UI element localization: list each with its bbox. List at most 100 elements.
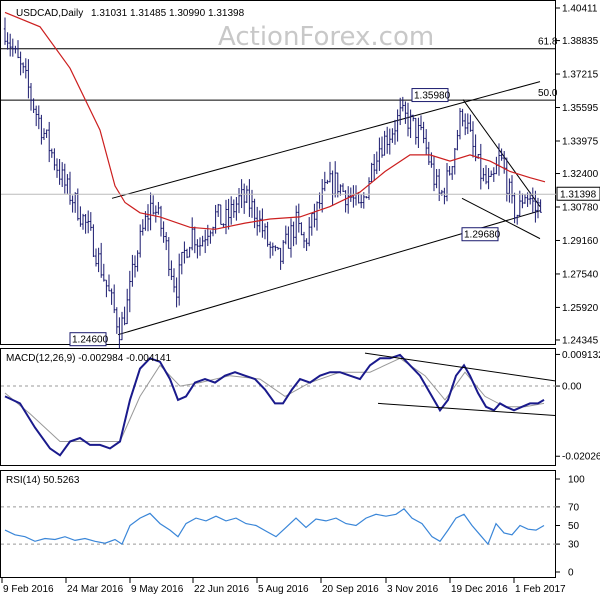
price-bar (120, 311, 124, 341)
price-bars (3, 17, 542, 349)
price-panel-frame (0, 0, 556, 345)
price-bar (159, 205, 163, 237)
price-bar (16, 40, 20, 59)
price-bar (313, 203, 316, 228)
price-annotation-label: 1.29680 (464, 230, 501, 241)
price-bar (518, 190, 521, 217)
price-bar (40, 114, 43, 145)
price-bar (334, 161, 337, 198)
rsi-y-tick-label: 30 (568, 540, 580, 551)
price-bar (531, 187, 534, 213)
price-bar (217, 203, 220, 217)
price-bar (167, 237, 170, 277)
price-bar (209, 230, 212, 244)
price-bar (326, 179, 329, 184)
price-bar (63, 163, 66, 194)
x-tick-label: 22 Jun 2016 (194, 584, 249, 595)
price-bar (453, 147, 456, 175)
price-bar (76, 188, 79, 221)
price-bar (71, 195, 74, 213)
rsi-y-tick-label: 50 (568, 521, 580, 532)
price-bar (87, 210, 90, 234)
price-bar (419, 115, 423, 131)
macd-y-axis: 0.009132 0.00 -0.020269 (556, 350, 600, 463)
price-bar (261, 208, 264, 238)
price-bar (505, 157, 508, 202)
price-bar (347, 186, 350, 214)
last-price-box (556, 186, 600, 201)
price-bar (105, 279, 108, 298)
price-bar (14, 45, 17, 54)
price-y-tick-label: 1.25920 (562, 303, 599, 314)
price-bar (162, 221, 165, 243)
price-bar (513, 192, 516, 224)
price-bar (269, 241, 272, 259)
price-annotation-box (69, 332, 107, 347)
price-bar (276, 246, 280, 250)
macd-y-tick-label: -0.020269 (562, 452, 600, 463)
price-bar (19, 51, 22, 76)
macd-title: MACD(12,26,9) -0.002984 -0.004141 (6, 353, 172, 364)
price-y-tick-label: 1.24345 (562, 335, 599, 346)
price-bar (183, 241, 186, 264)
price-bar (55, 158, 59, 178)
x-tick-label: 19 Dec 2016 (451, 584, 508, 595)
price-bar (370, 162, 373, 183)
price-bar (115, 307, 118, 334)
x-tick-label: 20 Sep 2016 (322, 584, 379, 595)
price-bar (461, 108, 464, 127)
price-bar (321, 179, 324, 213)
price-bar (35, 105, 38, 127)
price-bar (139, 224, 142, 258)
price-bar (266, 221, 269, 247)
price-bar (219, 204, 222, 225)
macd-y-tick-label: 0.00 (562, 382, 582, 393)
price-bar (27, 59, 30, 99)
ohlc-open: 1.31031 (91, 8, 128, 19)
price-bar (258, 210, 261, 233)
macd-line (4, 353, 545, 457)
price-bar (152, 195, 155, 215)
price-bar (354, 185, 358, 206)
price-bar (378, 137, 381, 171)
price-y-tick-label: 1.27540 (562, 269, 599, 280)
price-bar (323, 171, 326, 192)
price-bar (188, 246, 191, 258)
price-bar (237, 187, 241, 214)
price-bar (310, 212, 313, 236)
price-bar (235, 197, 238, 221)
price-bar (185, 248, 189, 259)
price-bar (388, 128, 391, 155)
price-bar (227, 198, 230, 230)
price-bar (263, 223, 267, 240)
rsi-title: RSI(14) 50.5263 (6, 475, 80, 486)
price-bar (510, 175, 514, 204)
x-tick-label: 9 Feb 2016 (3, 584, 54, 595)
price-bar (178, 253, 181, 306)
price-bar (386, 126, 389, 154)
ohlc-close: 1.31398 (208, 8, 245, 19)
price-bar (302, 231, 306, 249)
price-bar (536, 197, 540, 219)
macd-signal-line (4, 357, 545, 442)
price-y-tick-label: 1.35595 (562, 103, 599, 114)
price-y-axis: 1.40411 1.38835 1.37215 1.35595 1.33975 1.324… (556, 4, 599, 346)
price-bar (97, 247, 100, 273)
price-bar (282, 240, 285, 264)
price-bar (204, 229, 207, 254)
price-bar (464, 113, 467, 136)
price-bar (375, 151, 378, 175)
price-bar (435, 169, 438, 189)
price-bar (425, 129, 428, 155)
price-bar (53, 148, 56, 171)
rsi-y-tick-label: 100 (568, 475, 585, 486)
price-bar (360, 194, 363, 209)
x-tick-label: 5 Aug 2016 (258, 584, 309, 595)
price-bar (471, 121, 475, 158)
price-bar (292, 221, 295, 247)
price-bar (484, 165, 488, 185)
macd-panel-frame (0, 348, 556, 466)
price-bar (24, 58, 27, 79)
price-bar (154, 205, 157, 223)
price-bar (508, 178, 511, 203)
